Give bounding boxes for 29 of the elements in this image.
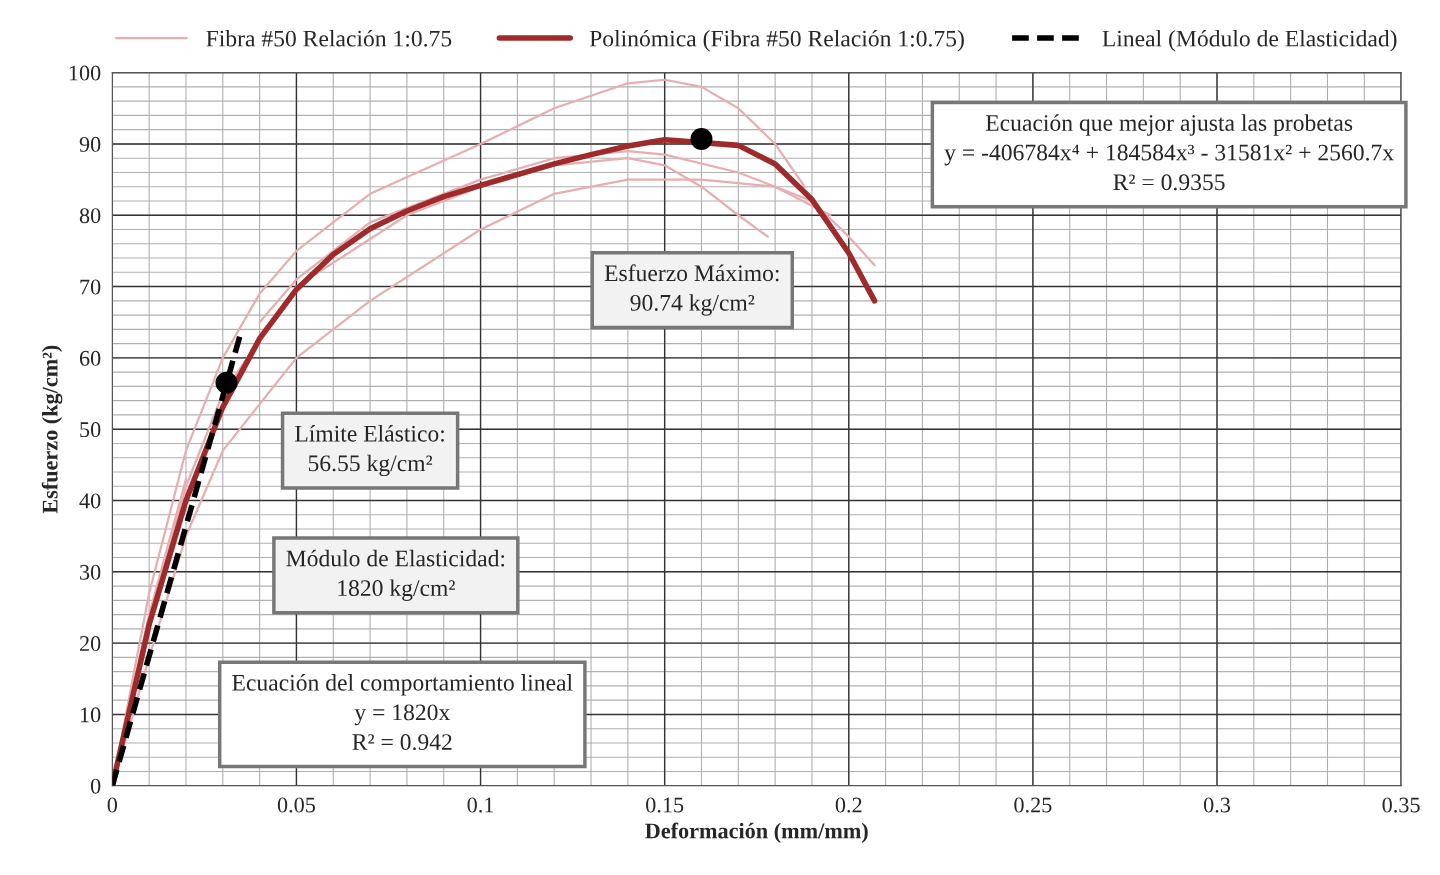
y-tick-label: 50 bbox=[80, 422, 101, 438]
y-tick-label: 80 bbox=[79, 208, 101, 224]
y-tick-label: 90 bbox=[79, 136, 101, 152]
x-axis-title: Deformación (mm/mm) bbox=[645, 822, 868, 843]
y-tick-label: 100 bbox=[69, 65, 101, 81]
annotation: Ecuación del comportamiento lineal y = 1820x R² = 0.942 bbox=[232, 674, 573, 751]
y-tick-label: 10 bbox=[80, 707, 101, 723]
x-tick-label: 0 bbox=[107, 797, 118, 813]
annotation: Esfuerzo Máximo: 90.74 kg/cm² bbox=[604, 264, 779, 316]
annotation: Ecuación que mejor ajusta las probetas y = -406784x⁴ + 184584x³ - 31581x² + 2560.7x R² = 0.9355 bbox=[944, 114, 1394, 191]
x-tick-label: 0.25 bbox=[1014, 797, 1052, 813]
y-tick-label: 70 bbox=[80, 279, 101, 295]
legend-label: Fibra #50 Relación 1:0.75 bbox=[206, 29, 452, 47]
x-tick-label: 0.1 bbox=[467, 797, 494, 813]
y-tick-label: 20 bbox=[79, 636, 101, 652]
x-tick-label: 0.2 bbox=[835, 797, 862, 813]
x-tick-label: 0.3 bbox=[1203, 797, 1231, 813]
annotation: Módulo de Elasticidad: 1820 kg/cm² bbox=[286, 549, 505, 601]
y-tick-label: 30 bbox=[80, 564, 101, 580]
legend-label: Polinómica (Fibra #50 Relación 1:0.75) bbox=[589, 29, 964, 52]
y-axis-title: Esfuerzo (kg/cm²) bbox=[41, 345, 63, 514]
x-tick-label: 0.35 bbox=[1382, 797, 1420, 813]
x-tick-label: 0.15 bbox=[646, 797, 684, 813]
y-tick-label: 40 bbox=[79, 493, 101, 509]
annotation: Límite Elástico: 56.55 kg/cm² bbox=[295, 425, 444, 477]
legend-label: Lineal (Módulo de Elasticidad) bbox=[1102, 29, 1397, 52]
x-tick-label: 0.05 bbox=[277, 797, 316, 813]
y-tick-label: 60 bbox=[79, 350, 101, 366]
y-tick-label: 0 bbox=[90, 778, 101, 794]
